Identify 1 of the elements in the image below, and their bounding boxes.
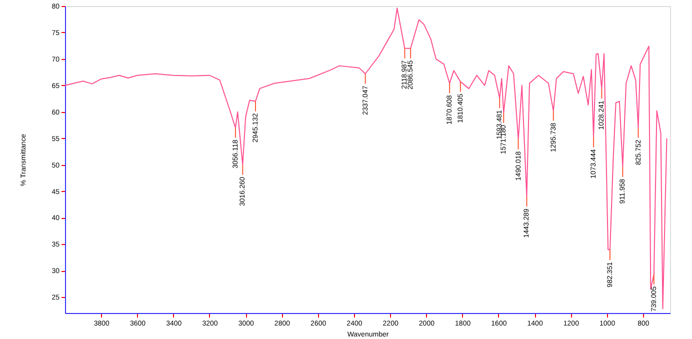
line-series — [64, 8, 668, 310]
